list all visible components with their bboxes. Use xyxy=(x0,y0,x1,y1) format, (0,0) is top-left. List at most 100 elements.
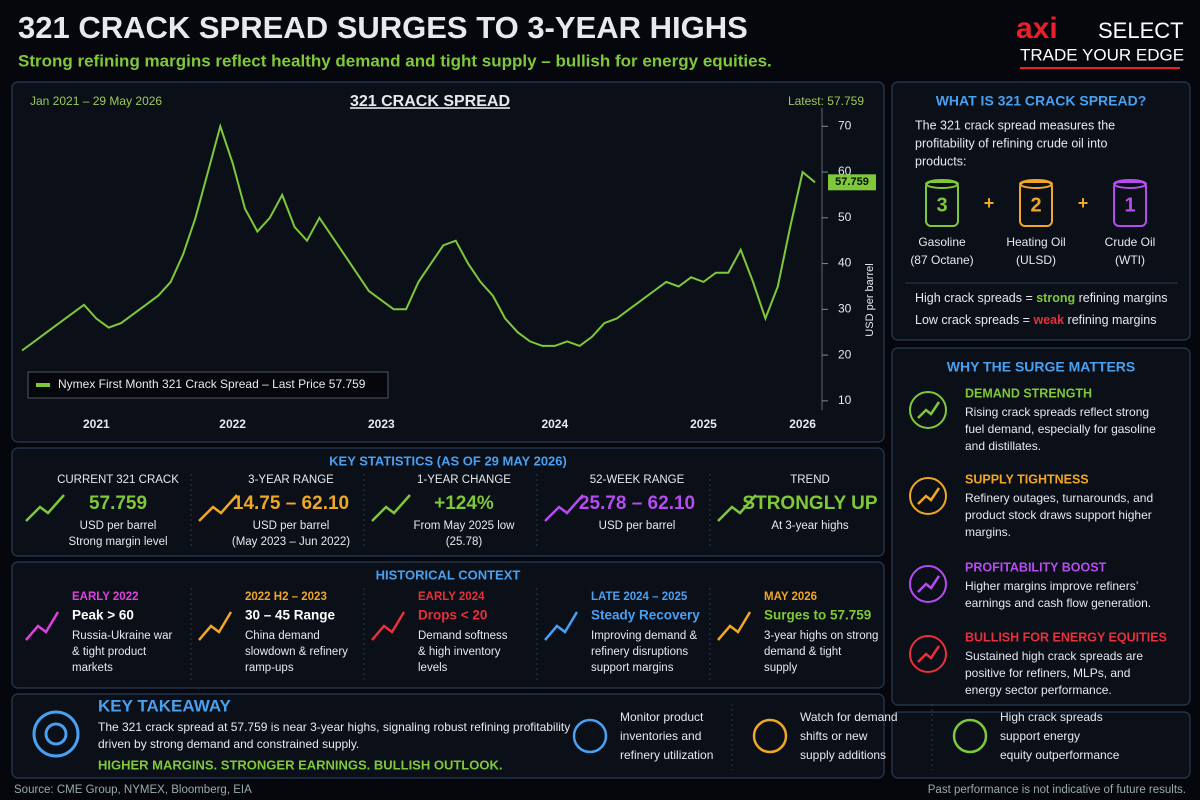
why-panel xyxy=(891,347,1191,706)
stats-icon xyxy=(198,494,238,522)
barrel-icon xyxy=(1113,181,1147,227)
history-headline: Steady Recovery xyxy=(591,608,700,623)
action-line: supply additions xyxy=(800,748,886,762)
y-tick-label: 10 xyxy=(838,393,852,407)
note-part: weak xyxy=(1032,313,1064,327)
what-panel xyxy=(891,81,1191,341)
history-period: 2022 H2 – 2023 xyxy=(245,591,327,603)
note-part: Low crack spreads = xyxy=(915,313,1033,327)
why-item-line: Higher margins improve refiners’ xyxy=(965,579,1138,593)
why-icon xyxy=(909,565,947,603)
action-line: Watch for demand xyxy=(800,710,898,724)
history-line: markets xyxy=(72,662,113,674)
action-line: High crack spreads xyxy=(1000,710,1103,724)
history-icon xyxy=(25,611,60,641)
stat-label: TREND xyxy=(790,474,830,486)
action-line: Monitor product xyxy=(620,710,704,724)
chart-title: 321 CRACK SPREAD xyxy=(350,93,510,110)
stat-line: At 3-year highs xyxy=(771,520,849,532)
history-line: 3-year highs on strong xyxy=(764,630,878,642)
stat-value: STRONGLY UP xyxy=(742,493,877,514)
why-item-line: energy sector performance. xyxy=(965,683,1112,697)
stat-value: 25.78 – 62.10 xyxy=(579,493,695,514)
what-line: products: xyxy=(915,154,966,168)
stat-label: 1-YEAR CHANGE xyxy=(417,474,511,486)
barrel-number: 3 xyxy=(936,194,947,216)
why-item-title: BULLISH FOR ENERGY EQUITIES xyxy=(965,630,1167,644)
takeaway-panel-right xyxy=(891,711,1191,779)
y-axis-label: USD per barrel xyxy=(864,263,876,336)
why-glyph xyxy=(917,645,941,663)
why-item-line: margins. xyxy=(965,525,1011,539)
logo-tagline: TRADE YOUR EDGE xyxy=(1020,45,1184,64)
date-range: Jan 2021 – 29 May 2026 xyxy=(30,94,162,108)
stat-value: 14.75 – 62.10 xyxy=(233,493,349,514)
history-icon xyxy=(717,611,752,641)
x-tick-label: 2022 xyxy=(219,417,246,431)
why-item-title: SUPPLY TIGHTNESS xyxy=(965,472,1089,486)
history-line: support margins xyxy=(591,662,674,674)
barrel-top xyxy=(1019,179,1053,189)
series-line xyxy=(21,122,816,352)
barrel-number: 1 xyxy=(1124,194,1135,216)
why-item-line: product stock draws support higher xyxy=(965,508,1152,522)
takeaway-panel xyxy=(11,693,885,779)
stats-icon xyxy=(717,494,757,522)
plus-sign: + xyxy=(1078,193,1089,213)
latest-label: Latest: 57.759 xyxy=(788,94,864,108)
y-tick-label: 40 xyxy=(838,256,852,270)
history-line: & tight product xyxy=(72,646,147,658)
why-item-line: earnings and cash flow generation. xyxy=(965,596,1151,610)
history-line: Demand softness xyxy=(418,630,508,642)
why-item-line: and distillates. xyxy=(965,439,1041,453)
stat-line: USD per barrel xyxy=(253,520,330,532)
action-line: support energy xyxy=(1000,729,1080,743)
last-price-box xyxy=(828,174,876,191)
what-title: WHAT IS 321 CRACK SPREAD? xyxy=(936,93,1147,109)
note: High crack spreads = strong refining mar… xyxy=(915,291,1168,305)
history-title: HISTORICAL CONTEXT xyxy=(376,567,521,582)
takeaway-line: The 321 crack spread at 57.759 is near 3… xyxy=(98,720,570,734)
subtitle: Strong refining margins reflect healthy … xyxy=(18,51,772,70)
note-part: refining margins xyxy=(1075,291,1167,305)
history-line: Russia-Ukraine war xyxy=(72,630,173,642)
stat-label: CURRENT 321 CRACK xyxy=(57,474,179,486)
history-line: China demand xyxy=(245,630,320,642)
history-panel xyxy=(11,561,885,689)
history-icon xyxy=(371,611,406,641)
why-icon xyxy=(909,391,947,429)
barrel-sub: (87 Octane) xyxy=(910,253,973,267)
action-icon xyxy=(952,718,988,754)
stat-label: 52-WEEK RANGE xyxy=(590,474,685,486)
history-line: demand & tight xyxy=(764,646,842,658)
history-line: & high inventory xyxy=(418,646,501,658)
barrel-name: Heating Oil xyxy=(1006,235,1065,249)
stat-line: Strong margin level xyxy=(68,536,167,548)
target-inner xyxy=(44,722,68,746)
barrel-name: Gasoline xyxy=(918,235,966,249)
x-tick-label: 2023 xyxy=(368,417,395,431)
x-tick-label: 2026 xyxy=(789,417,816,431)
stat-line: USD per barrel xyxy=(80,520,157,532)
note-part: High crack spreads = xyxy=(915,291,1036,305)
barrel-sub: (ULSD) xyxy=(1016,253,1056,267)
takeaway-title: KEY TAKEAWAY xyxy=(98,696,232,715)
why-glyph xyxy=(917,401,941,419)
takeaway-line: driven by strong demand and constrained … xyxy=(98,737,359,751)
note-part: strong xyxy=(1036,291,1075,305)
why-item-line: Rising crack spreads reflect strong xyxy=(965,405,1149,419)
history-headline: Drops < 20 xyxy=(418,608,487,623)
y-tick-label: 20 xyxy=(838,347,852,361)
stats-panel xyxy=(11,447,885,557)
why-title: WHY THE SURGE MATTERS xyxy=(947,359,1136,375)
why-glyph xyxy=(917,487,941,505)
stat-line: USD per barrel xyxy=(599,520,676,532)
why-item-line: Refinery outages, turnarounds, and xyxy=(965,491,1153,505)
footer-disclaimer: Past performance is not indicative of fu… xyxy=(928,784,1186,796)
last-price-label: 57.759 xyxy=(835,176,869,188)
why-item-line: positive for refiners, MLPs, and xyxy=(965,666,1130,680)
note-part: refining margins xyxy=(1064,313,1156,327)
barrel-icon xyxy=(925,181,959,227)
history-headline: Peak > 60 xyxy=(72,608,134,623)
stat-label: 3-YEAR RANGE xyxy=(248,474,334,486)
